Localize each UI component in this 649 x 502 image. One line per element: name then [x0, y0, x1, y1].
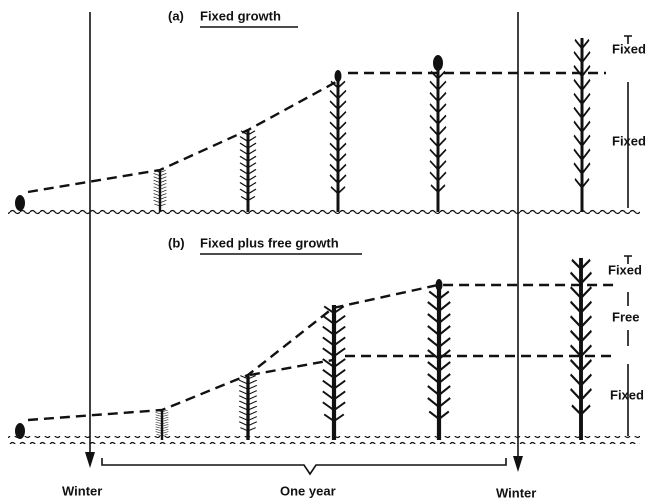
annotation: Fixed — [612, 133, 646, 148]
shoot — [330, 80, 346, 212]
year-brace — [102, 458, 506, 474]
annotation: Fixed — [610, 387, 644, 402]
growth-line — [28, 82, 336, 192]
annotation: Free — [612, 309, 639, 324]
panel-title: Fixed growth — [200, 8, 281, 23]
shoot — [154, 170, 167, 212]
shoot — [430, 70, 446, 212]
annotation: Fixed — [608, 262, 642, 277]
footer-label: Winter — [62, 483, 102, 498]
footer-label: One year — [280, 483, 336, 498]
shoot — [323, 305, 345, 440]
footer-label: Winter — [496, 485, 536, 500]
growth-line — [28, 285, 614, 420]
annotation: Fixed — [612, 41, 646, 56]
shoot — [239, 375, 257, 440]
shoot — [574, 38, 590, 212]
ground — [8, 436, 640, 444]
shoot — [240, 130, 256, 212]
winter-arrow — [85, 12, 95, 468]
bud — [15, 423, 25, 439]
panel-title: Fixed plus free growth — [200, 235, 339, 250]
panel-label: (a) — [168, 8, 184, 23]
panel-label: (b) — [168, 235, 185, 250]
bud — [335, 70, 342, 82]
shoot — [156, 410, 169, 440]
diagram: (a) Fixed growth Fixed Fixed (b) Fixed p… — [0, 0, 649, 502]
ground — [8, 207, 640, 215]
winter-arrow — [513, 12, 523, 472]
bud — [433, 55, 443, 71]
bud — [15, 195, 25, 211]
shoot — [428, 290, 450, 440]
